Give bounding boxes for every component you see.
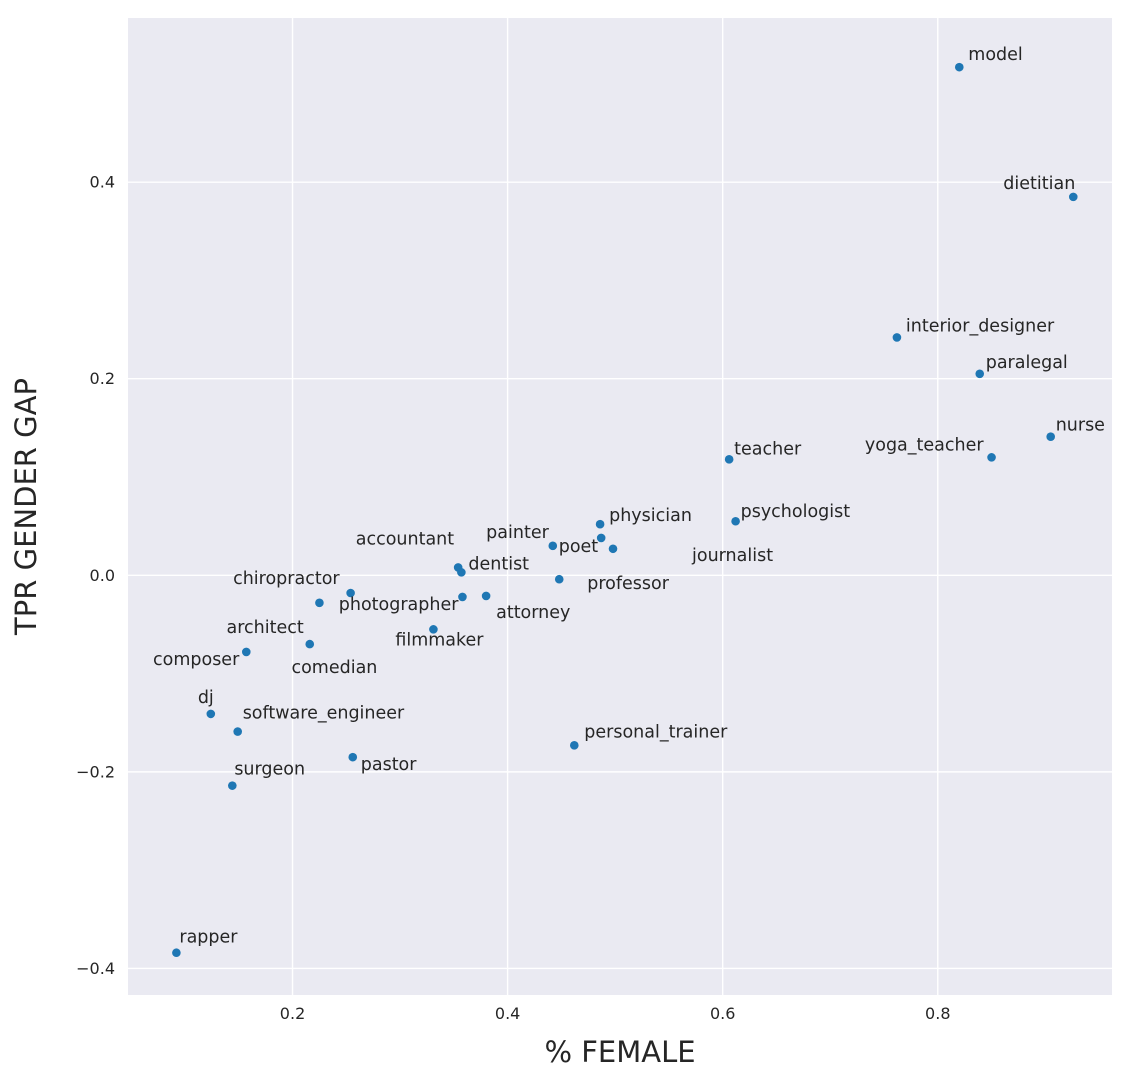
y-axis-label: TPR GENDER GAP [9, 378, 43, 636]
x-tick-label: 0.4 [495, 1004, 520, 1023]
point-label-teacher: teacher [734, 439, 802, 459]
point-label-dentist: dentist [468, 554, 529, 574]
point-surgeon [228, 781, 237, 790]
point-label-interior_designer: interior_designer [906, 316, 1055, 336]
point-label-attorney: attorney [496, 603, 570, 623]
x-tick-label: 0.6 [710, 1004, 735, 1023]
point-poet [596, 533, 606, 543]
point-painter [548, 541, 558, 551]
point-label-photographer: photographer [339, 595, 459, 615]
point-professor [554, 574, 564, 584]
point-label-physician: physician [609, 506, 692, 526]
point-paralegal [975, 369, 985, 379]
point-label-architect: architect [227, 618, 304, 638]
point-label-composer: composer [153, 650, 240, 670]
point-nurse [1046, 432, 1056, 442]
point-attorney [481, 591, 491, 601]
point-label-comedian: comedian [291, 658, 377, 678]
point-pastor [348, 752, 358, 762]
point-filmmaker [429, 625, 438, 634]
point-photographer [458, 592, 467, 602]
point-label-dj: dj [198, 688, 214, 708]
point-dietitian [1068, 192, 1078, 202]
point-label-model: model [968, 45, 1023, 65]
point-chiropractor [346, 588, 355, 598]
point-personal_trainer [569, 741, 579, 750]
x-axis-label: % FEMALE [544, 1035, 695, 1069]
x-tick-label: 0.8 [925, 1004, 950, 1023]
point-physician [595, 519, 605, 529]
point-teacher [724, 455, 734, 464]
point-label-software_engineer: software_engineer [243, 704, 405, 724]
point-dj [206, 709, 216, 719]
point-label-paralegal: paralegal [986, 353, 1068, 373]
x-tick-label: 0.2 [280, 1004, 305, 1023]
point-comedian [315, 598, 324, 608]
point-software_engineer [233, 727, 242, 736]
point-label-dietitian: dietitian [1003, 174, 1075, 194]
point-yoga_teacher [987, 453, 996, 462]
point-label-psychologist: psychologist [741, 502, 851, 522]
y-tick-label: 0.2 [90, 369, 115, 388]
y-tick-label: 0.0 [90, 566, 115, 585]
point-label-painter: painter [486, 523, 549, 543]
point-label-pastor: pastor [361, 755, 418, 775]
point-dentist [457, 568, 466, 577]
y-tick-label: 0.4 [90, 173, 115, 192]
point-journalist [608, 544, 618, 554]
point-model [954, 62, 964, 72]
y-tick-label: −0.2 [76, 762, 115, 781]
point-rapper [172, 948, 181, 958]
point-label-yoga_teacher: yoga_teacher [865, 435, 984, 455]
point-label-rapper: rapper [179, 928, 238, 948]
point-label-filmmaker: filmmaker [395, 630, 484, 650]
point-interior_designer [892, 333, 902, 342]
point-label-chiropractor: chiropractor [233, 569, 340, 589]
point-composer [241, 647, 251, 657]
point-label-nurse: nurse [1056, 416, 1105, 436]
y-tick-label: −0.4 [76, 959, 115, 978]
point-architect [305, 639, 315, 649]
point-label-surgeon: surgeon [234, 760, 305, 780]
point-label-poet: poet [559, 537, 599, 557]
point-label-accountant: accountant [356, 529, 455, 549]
point-label-professor: professor [587, 574, 669, 594]
point-label-journalist: journalist [691, 546, 773, 566]
point-psychologist [731, 516, 740, 526]
point-label-personal_trainer: personal_trainer [584, 722, 728, 742]
